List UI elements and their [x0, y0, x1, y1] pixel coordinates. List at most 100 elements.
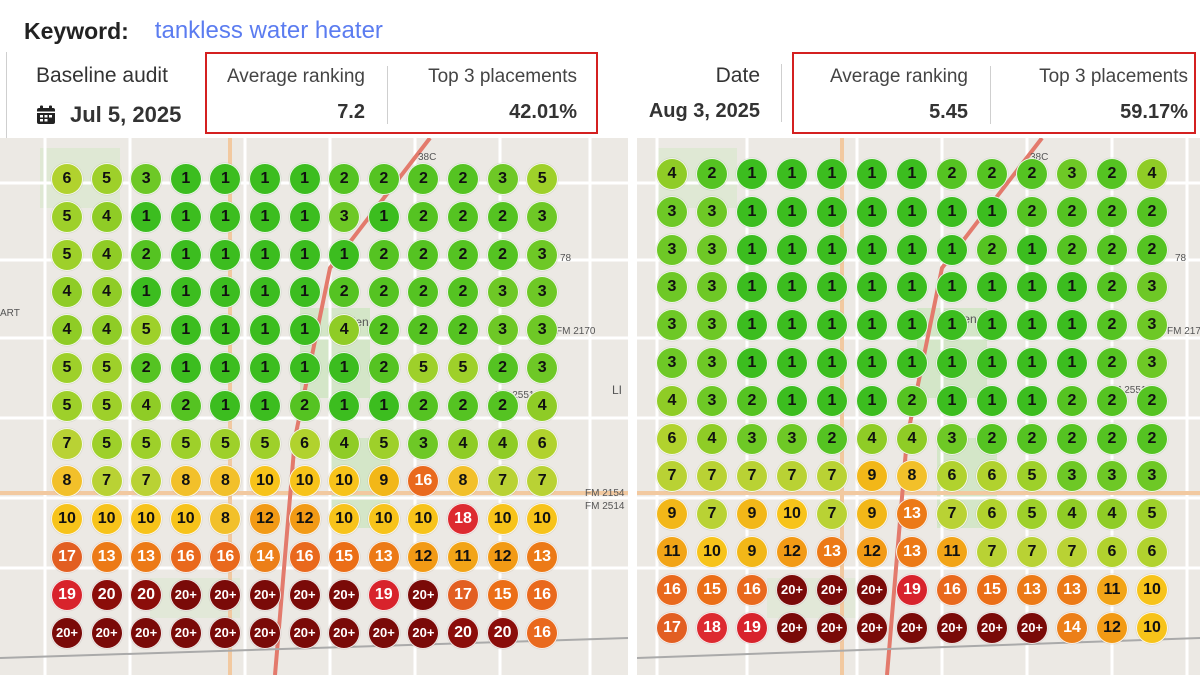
rank-pin[interactable]: 5	[90, 352, 123, 384]
rank-pin[interactable]: 3	[1136, 309, 1168, 342]
rank-pin[interactable]: 5	[526, 163, 559, 195]
rank-pin[interactable]: 3	[526, 200, 559, 233]
rank-pin[interactable]: 3	[696, 195, 728, 228]
rank-pin[interactable]: 1	[776, 195, 808, 228]
rank-pin[interactable]: 7	[776, 460, 808, 493]
rank-pin[interactable]: 2	[486, 200, 519, 233]
rank-pin[interactable]: 1	[288, 238, 321, 271]
rank-pin[interactable]: 6	[976, 460, 1008, 493]
rank-pin[interactable]: 10	[328, 465, 361, 498]
rank-pin[interactable]: 20+	[856, 573, 888, 606]
rank-pin[interactable]: 3	[526, 276, 559, 309]
rank-pin[interactable]: 1	[816, 271, 848, 304]
rank-pin[interactable]: 3	[656, 309, 688, 342]
rank-pin[interactable]: 1	[736, 195, 768, 228]
rank-pin[interactable]: 1	[816, 347, 848, 379]
rank-pin[interactable]: 1	[249, 352, 281, 384]
rank-pin[interactable]: 10	[90, 503, 123, 536]
rank-pin[interactable]: 5	[90, 389, 123, 422]
rank-pin[interactable]: 2	[367, 238, 400, 271]
rank-pin[interactable]: 12	[288, 503, 321, 536]
rank-pin[interactable]: 4	[90, 238, 123, 271]
rank-pin[interactable]: 5	[51, 352, 83, 384]
rank-pin[interactable]: 4	[1096, 498, 1128, 531]
rank-pin[interactable]: 1	[776, 271, 808, 304]
rank-pin[interactable]: 1	[1016, 233, 1048, 266]
rank-pin[interactable]: 1	[816, 195, 848, 228]
rank-pin[interactable]: 15	[696, 573, 728, 606]
rank-pin[interactable]: 1	[896, 309, 928, 342]
rank-pin[interactable]: 2	[367, 352, 400, 384]
rank-pin[interactable]: 2	[407, 276, 440, 309]
rank-pin[interactable]: 9	[856, 498, 888, 531]
rank-pin[interactable]: 1	[169, 314, 202, 347]
rank-pin[interactable]: 7	[130, 465, 163, 498]
rank-pin[interactable]: 2	[407, 200, 440, 233]
rank-pin[interactable]: 20	[90, 578, 123, 611]
rank-pin[interactable]: 10	[526, 503, 559, 536]
rank-pin[interactable]: 4	[51, 314, 83, 347]
rank-pin[interactable]: 16	[169, 541, 202, 573]
rank-pin[interactable]: 6	[976, 498, 1008, 531]
rank-pin[interactable]: 5	[51, 200, 83, 233]
rank-pin[interactable]: 9	[367, 465, 400, 498]
rank-pin[interactable]: 3	[776, 422, 808, 455]
rank-pin[interactable]: 2	[1096, 347, 1128, 379]
rank-pin[interactable]: 1	[896, 195, 928, 228]
rank-pin[interactable]: 2	[367, 314, 400, 347]
rank-pin[interactable]: 1	[856, 158, 888, 190]
rank-pin[interactable]: 14	[1056, 611, 1088, 644]
rank-pin[interactable]: 1	[249, 314, 281, 347]
rank-pin[interactable]: 2	[1096, 233, 1128, 266]
rank-pin[interactable]: 1	[936, 233, 968, 266]
rank-pin[interactable]: 1	[1056, 271, 1088, 304]
rank-pin[interactable]: 2	[130, 238, 163, 271]
rank-pin[interactable]: 4	[90, 276, 123, 309]
rank-pin[interactable]: 20+	[407, 616, 440, 649]
rank-pin[interactable]: 4	[130, 389, 163, 422]
rank-pin[interactable]: 4	[896, 422, 928, 455]
rank-pin[interactable]: 20+	[407, 578, 440, 611]
rank-pin[interactable]: 13	[367, 541, 400, 573]
rank-pin[interactable]: 1	[736, 158, 768, 190]
rank-pin[interactable]: 4	[486, 427, 519, 460]
rank-pin[interactable]: 1	[936, 347, 968, 379]
rank-pin[interactable]: 17	[51, 541, 83, 573]
rank-pin[interactable]: 20+	[169, 578, 202, 611]
rank-pin[interactable]: 9	[856, 460, 888, 493]
rank-pin[interactable]: 2	[1016, 158, 1048, 190]
rank-pin[interactable]: 3	[696, 384, 728, 417]
rank-pin[interactable]: 3	[736, 422, 768, 455]
rank-pin[interactable]: 3	[696, 271, 728, 304]
rank-pin[interactable]: 2	[1136, 422, 1168, 455]
rank-pin[interactable]: 20+	[776, 573, 808, 606]
rank-pin[interactable]: 3	[696, 347, 728, 379]
rank-pin[interactable]: 1	[976, 309, 1008, 342]
rank-pin[interactable]: 20+	[896, 611, 928, 644]
rank-pin[interactable]: 5	[1016, 498, 1048, 531]
rank-pin[interactable]: 1	[209, 314, 242, 347]
rank-pin[interactable]: 1	[776, 347, 808, 379]
rank-pin[interactable]: 20+	[816, 573, 848, 606]
rank-pin[interactable]: 1	[1016, 384, 1048, 417]
rank-pin[interactable]: 7	[696, 460, 728, 493]
rank-pin[interactable]: 1	[249, 389, 281, 422]
rank-pin[interactable]: 1	[169, 352, 202, 384]
rank-pin[interactable]: 19	[736, 611, 768, 644]
rank-pin[interactable]: 12	[1096, 611, 1128, 644]
rank-pin[interactable]: 16	[209, 541, 242, 573]
rank-pin[interactable]: 4	[526, 389, 559, 422]
rank-pin[interactable]: 20+	[936, 611, 968, 644]
rank-pin[interactable]: 1	[209, 200, 242, 233]
rank-pin[interactable]: 3	[656, 271, 688, 304]
rank-pin[interactable]: 13	[816, 536, 848, 568]
rank-pin[interactable]: 11	[447, 541, 479, 573]
rank-pin[interactable]: 5	[90, 427, 123, 460]
rank-pin[interactable]: 5	[367, 427, 400, 460]
rank-pin[interactable]: 15	[328, 541, 361, 573]
rank-pin[interactable]: 14	[249, 541, 281, 573]
rank-pin[interactable]: 20	[130, 578, 163, 611]
rank-pin[interactable]: 3	[696, 233, 728, 266]
rank-pin[interactable]: 20+	[249, 578, 281, 611]
rank-pin[interactable]: 2	[1056, 422, 1088, 455]
